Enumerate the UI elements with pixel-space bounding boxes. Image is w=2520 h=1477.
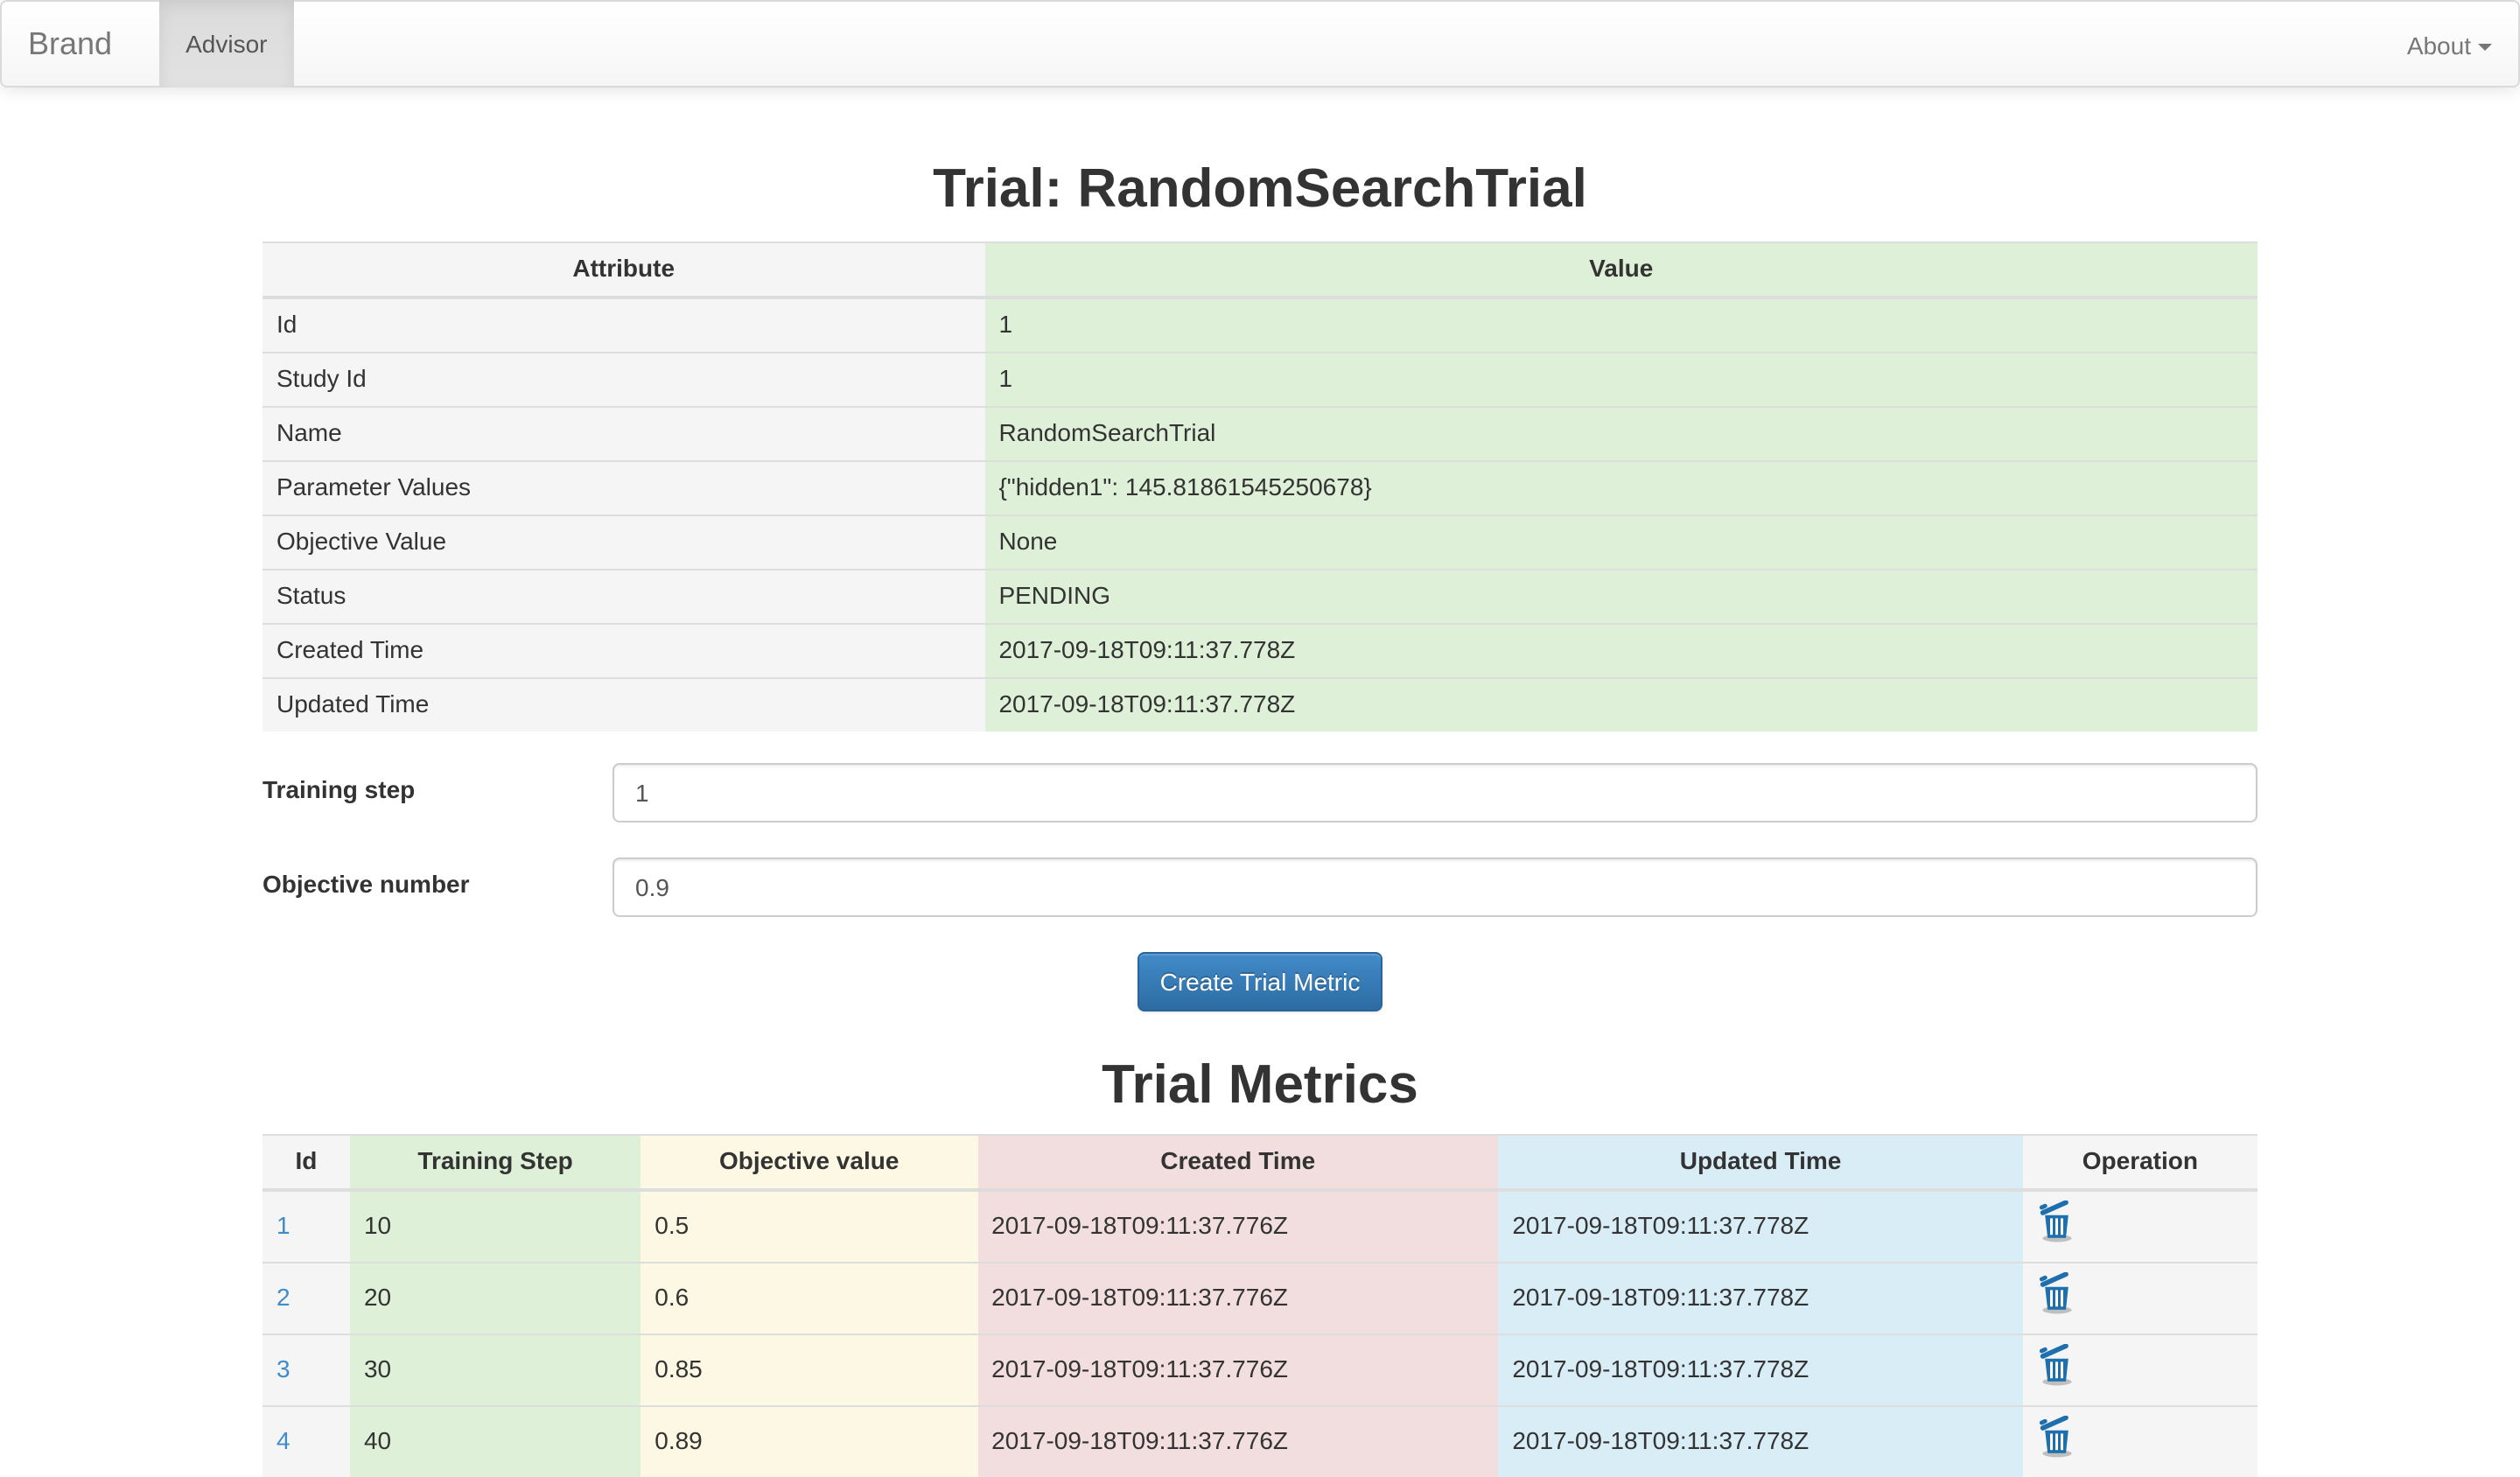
chevron-down-icon	[2478, 44, 2492, 52]
training-step-label: Training step	[262, 774, 416, 803]
delete-metric-button[interactable]	[2037, 1343, 2076, 1386]
attribute-value-cell: 1	[984, 296, 2258, 353]
trial-metrics-table: Id Training Step Objective value Created…	[262, 1133, 2258, 1477]
metric-training-step-cell: 20	[349, 1261, 641, 1334]
objective-number-input[interactable]	[612, 857, 2258, 917]
metric-updated-time-cell: 2017-09-18T09:11:37.778Z	[1498, 1404, 2023, 1477]
nav-item-about[interactable]: About	[2381, 2, 2518, 89]
table-row: 1 10 0.5 2017-09-18T09:11:37.776Z 2017-0…	[262, 1188, 2258, 1263]
nav-item-about-label: About	[2406, 32, 2471, 60]
table-row: Updated Time 2017-09-18T09:11:37.778Z	[262, 676, 2258, 732]
nav-item-advisor-label[interactable]: Advisor	[159, 0, 294, 88]
metric-objective-value-cell: 0.5	[640, 1188, 978, 1263]
trash-icon	[2039, 1200, 2072, 1242]
metric-id-link[interactable]: 3	[276, 1354, 290, 1382]
attribute-name-cell: Id	[262, 296, 985, 353]
form-group-training-step: Training step	[262, 762, 2258, 822]
attribute-name-cell: Name	[262, 405, 985, 461]
attribute-value-cell: 2017-09-18T09:11:37.778Z	[984, 622, 2258, 678]
navbar-nav: Advisor	[159, 0, 294, 88]
updated-time-column-header: Updated Time	[1498, 1133, 2023, 1192]
attribute-name-cell: Updated Time	[262, 676, 985, 732]
main-content: Trial: RandomSearchTrial Attribute Value…	[262, 158, 2258, 1477]
create-trial-metric-button[interactable]: Create Trial Metric	[1137, 951, 1383, 1012]
attribute-value-cell: {"hidden1": 145.81861545250678}	[984, 459, 2258, 515]
training-step-column-header: Training Step	[349, 1133, 641, 1192]
created-time-column-header: Created Time	[977, 1133, 1499, 1192]
id-column-header: Id	[262, 1133, 350, 1192]
table-row: Parameter Values {"hidden1": 145.8186154…	[262, 459, 2258, 515]
delete-metric-button[interactable]	[2037, 1415, 2076, 1458]
attribute-name-cell: Parameter Values	[262, 459, 985, 515]
metric-objective-value-cell: 0.89	[640, 1404, 978, 1477]
metric-updated-time-cell: 2017-09-18T09:11:37.778Z	[1498, 1188, 2023, 1263]
table-row: 2 20 0.6 2017-09-18T09:11:37.776Z 2017-0…	[262, 1261, 2258, 1334]
attribute-value-cell: PENDING	[984, 568, 2258, 624]
attribute-value-cell: 2017-09-18T09:11:37.778Z	[984, 676, 2258, 732]
navbar-brand[interactable]: Brand	[28, 26, 113, 61]
trash-icon	[2039, 1271, 2072, 1314]
table-row: Status PENDING	[262, 568, 2258, 624]
metric-created-time-cell: 2017-09-18T09:11:37.776Z	[977, 1188, 1499, 1263]
top-navbar: Brand Advisor About	[0, 0, 2520, 88]
page-title: Trial: RandomSearchTrial	[933, 158, 1587, 219]
attribute-value-cell: 1	[984, 351, 2258, 407]
metric-training-step-cell: 40	[349, 1404, 641, 1477]
delete-metric-button[interactable]	[2037, 1200, 2076, 1242]
table-row: Objective Value None	[262, 514, 2258, 570]
create-metric-form: Training step Objective number Create Tr…	[262, 762, 2258, 1012]
attribute-name-cell: Created Time	[262, 622, 985, 678]
attribute-name-cell: Study Id	[262, 351, 985, 407]
metric-created-time-cell: 2017-09-18T09:11:37.776Z	[977, 1261, 1499, 1334]
trial-metrics-rows: 1 10 0.5 2017-09-18T09:11:37.776Z 2017-0…	[262, 1188, 2258, 1477]
trial-attribute-rows: Id 1 Study Id 1 Name RandomSearchTrial P…	[262, 296, 2258, 732]
table-row: 4 40 0.89 2017-09-18T09:11:37.776Z 2017-…	[262, 1404, 2258, 1477]
about-dropdown-toggle[interactable]: About	[2381, 2, 2518, 89]
trial-metrics-title: Trial Metrics	[1102, 1053, 1418, 1115]
table-row: Created Time 2017-09-18T09:11:37.778Z	[262, 622, 2258, 678]
form-group-objective-number: Objective number	[262, 857, 2258, 917]
table-row: Name RandomSearchTrial	[262, 405, 2258, 461]
objective-number-label: Objective number	[262, 869, 470, 898]
metric-updated-time-cell: 2017-09-18T09:11:37.778Z	[1498, 1261, 2023, 1334]
metric-id-link[interactable]: 4	[276, 1425, 290, 1454]
trial-attribute-table: Attribute Value Id 1 Study Id 1 Name Ran…	[262, 241, 2258, 732]
objective-value-column-header: Objective value	[640, 1133, 978, 1192]
metric-id-link[interactable]: 2	[276, 1282, 290, 1311]
attribute-value-cell: RandomSearchTrial	[984, 405, 2258, 461]
attribute-column-header: Attribute	[262, 241, 985, 299]
nav-item-advisor[interactable]: Advisor	[159, 0, 294, 88]
attribute-value-cell: None	[984, 514, 2258, 570]
metric-training-step-cell: 10	[349, 1188, 641, 1263]
table-row: Id 1	[262, 296, 2258, 353]
training-step-input[interactable]	[612, 762, 2258, 822]
metric-objective-value-cell: 0.85	[640, 1333, 978, 1406]
attribute-name-cell: Status	[262, 568, 985, 624]
metric-updated-time-cell: 2017-09-18T09:11:37.778Z	[1498, 1333, 2023, 1406]
metric-training-step-cell: 30	[349, 1333, 641, 1406]
metric-created-time-cell: 2017-09-18T09:11:37.776Z	[977, 1404, 1499, 1477]
table-header-row: Attribute Value	[262, 241, 2258, 299]
trash-icon	[2039, 1415, 2072, 1457]
value-column-header: Value	[984, 241, 2258, 299]
trash-icon	[2039, 1343, 2072, 1386]
table-row: Study Id 1	[262, 351, 2258, 407]
metric-objective-value-cell: 0.6	[640, 1261, 978, 1334]
table-header-row: Id Training Step Objective value Created…	[262, 1133, 2258, 1192]
table-row: 3 30 0.85 2017-09-18T09:11:37.776Z 2017-…	[262, 1333, 2258, 1406]
delete-metric-button[interactable]	[2037, 1271, 2076, 1314]
button-row: Create Trial Metric	[262, 951, 2258, 1012]
metric-created-time-cell: 2017-09-18T09:11:37.776Z	[977, 1333, 1499, 1406]
operation-column-header: Operation	[2022, 1133, 2258, 1192]
attribute-name-cell: Objective Value	[262, 514, 985, 570]
navbar-right-nav: About	[2381, 2, 2518, 89]
metric-id-link[interactable]: 1	[276, 1210, 290, 1239]
